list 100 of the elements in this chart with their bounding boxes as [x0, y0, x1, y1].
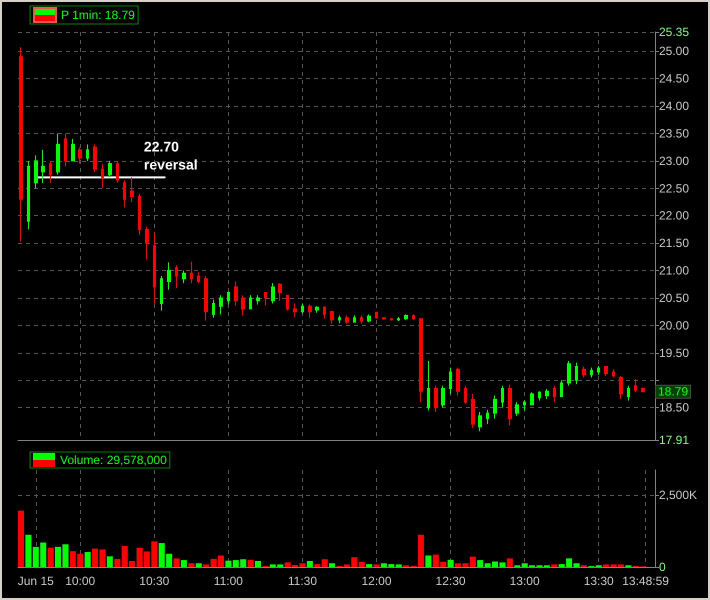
y-tick-label: 22.00 [659, 208, 690, 223]
bar [174, 558, 180, 567]
candlestick [315, 306, 319, 314]
candlestick [293, 302, 297, 318]
bar [425, 555, 432, 567]
bar [196, 563, 202, 567]
candlestick [41, 149, 45, 184]
y-tick-label: 18.50 [659, 400, 690, 415]
x-tick-label: 13:30 [584, 574, 614, 588]
candlestick [27, 160, 30, 230]
candlestick [145, 226, 149, 260]
y-tick-label: 20.00 [659, 318, 690, 332]
x-tick-label: 10:30 [139, 574, 170, 588]
candlestick [219, 294, 223, 315]
candlestick [515, 402, 519, 416]
candlestick [390, 318, 393, 321]
y-tick-label: 21.00 [659, 264, 690, 278]
candlestick [130, 176, 134, 202]
candlestick [323, 306, 326, 320]
candlestick [301, 302, 304, 314]
candlestick [412, 314, 415, 320]
candlestick [486, 409, 489, 425]
candlestick [619, 375, 623, 400]
candlestick [634, 378, 637, 393]
candlestick [464, 385, 467, 404]
y-tick-label: 21.50 [659, 236, 690, 250]
y-tick-label: 24.50 [659, 72, 690, 86]
bar [18, 510, 24, 567]
candlestick [545, 388, 549, 400]
candlestick [167, 262, 171, 290]
candlestick [434, 385, 438, 413]
candlestick [641, 386, 645, 393]
y-tick-label: 25.35 [659, 25, 690, 39]
legend-label: P 1min: 18.79 [61, 8, 136, 22]
y-tick-label: 22.50 [659, 181, 690, 196]
candlestick [612, 368, 615, 378]
candlestick [604, 365, 608, 376]
y-tick-label: 23.50 [659, 126, 690, 140]
candlestick [308, 304, 312, 318]
bar [180, 560, 187, 567]
candlestick [108, 160, 112, 178]
bar [374, 564, 380, 567]
candlestick [456, 367, 460, 396]
candlestick [123, 180, 126, 208]
candlestick [427, 360, 430, 411]
bar [48, 548, 54, 567]
bar [306, 560, 313, 567]
bar [84, 552, 91, 567]
candlestick [538, 390, 541, 402]
bar [506, 558, 513, 567]
candlestick [449, 367, 452, 394]
candlestick [627, 385, 630, 402]
candlestick [212, 299, 215, 318]
candlestick [197, 272, 200, 284]
y-tick-label: 24.00 [659, 99, 690, 114]
candlestick [501, 385, 504, 408]
candlestick [575, 362, 578, 385]
candlestick [175, 264, 178, 289]
y-tick-label: 2,500K [659, 488, 698, 502]
candlestick [153, 232, 156, 306]
candlestick [441, 385, 445, 408]
x-tick-label: Jun 15 [18, 574, 54, 588]
candlestick [478, 412, 482, 432]
candlestick [71, 138, 75, 162]
candlestick [560, 380, 563, 398]
candlestick [182, 270, 186, 284]
bar [551, 564, 558, 567]
candlestick [597, 365, 600, 376]
candlestick [508, 384, 512, 426]
bar [366, 564, 372, 567]
legend-label: Volume: 29,578,000 [60, 453, 168, 467]
x-tick-label: 11:30 [288, 574, 318, 588]
candlestick [256, 294, 260, 306]
candlestick [375, 312, 378, 320]
candlestick [330, 310, 334, 324]
candlestick [367, 314, 371, 323]
candlestick [271, 282, 275, 304]
candlestick [138, 193, 141, 236]
candlestick [286, 294, 289, 312]
y-tick-label: 0 [659, 560, 666, 574]
candlestick [530, 392, 534, 406]
candlestick [264, 292, 267, 306]
bar [254, 560, 261, 567]
x-tick-label: 12:30 [436, 574, 466, 588]
candlestick [553, 385, 556, 403]
candlestick [49, 160, 52, 184]
candlestick [56, 132, 60, 176]
candlestick [397, 316, 400, 322]
y-tick-label: 19.50 [659, 346, 690, 360]
annotation: 18.79 [658, 384, 688, 399]
candlestick [234, 281, 238, 306]
x-tick-label: 12:00 [361, 574, 392, 588]
candlestick [523, 400, 526, 411]
candlestick [241, 294, 245, 316]
bar [448, 560, 454, 567]
candlestick [345, 315, 349, 324]
x-tick-label: 11:00 [214, 574, 244, 588]
candlestick [86, 144, 89, 162]
x-tick-label: 13:00 [510, 574, 540, 588]
y-tick-label: 17.91 [659, 433, 690, 447]
